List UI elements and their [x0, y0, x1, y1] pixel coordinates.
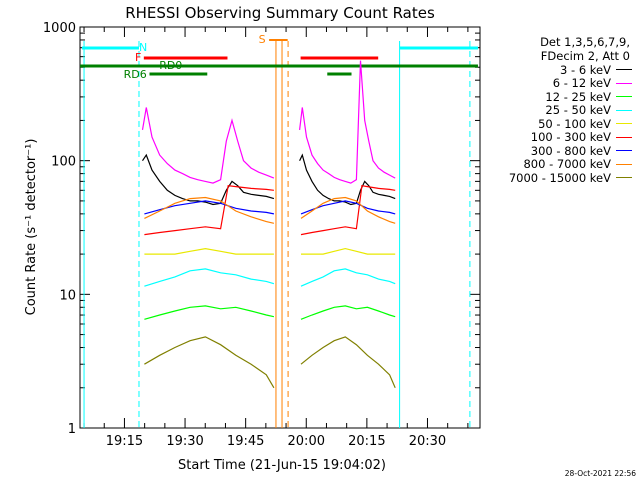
axes-layer: 1 10 100 1000 19:15 19:30 19:45 20:00 20:15 20:30: [43, 21, 481, 449]
legend-item: 12 - 25 keV: [486, 90, 636, 104]
legend-item-swatch: [616, 109, 632, 111]
series-line-post-gap-5: [300, 185, 396, 236]
x-tick-label: 20:15: [348, 434, 385, 449]
series-line-0: [142, 153, 275, 206]
legend-item-swatch: [616, 163, 632, 165]
legend-item: 800 - 7000 keV: [486, 157, 636, 172]
series-line-2: [144, 305, 275, 320]
attenuator-label-rd0: RD0: [159, 59, 182, 72]
series-line-post-gap-8: [300, 336, 396, 389]
y-tick-label: 1: [68, 422, 76, 437]
legend-item-swatch: [616, 82, 632, 84]
legend-item: 50 - 100 keV: [486, 117, 636, 131]
legend: Det 1,3,5,6,7,9, FDecim 2, Att 0 3 - 6 k…: [486, 35, 636, 185]
x-tick-label: 19:15: [106, 434, 143, 449]
legend-item-label: 6 - 12 keV: [552, 76, 611, 91]
legend-item-label: 800 - 7000 keV: [523, 157, 611, 172]
timestamp: 28-Oct-2021 22:56: [564, 469, 636, 478]
legend-item-swatch: [616, 96, 632, 98]
legend-item: 25 - 50 keV: [486, 103, 636, 118]
legend-item: 100 - 300 keV: [486, 130, 636, 145]
legend-item: 3 - 6 keV: [486, 63, 636, 77]
x-tick-label: 19:45: [227, 434, 264, 449]
attenuator-bars-layer: NF RD0 RD6 S: [80, 33, 478, 81]
legend-item-swatch: [616, 69, 632, 71]
x-axis-label: Start Time (21-Jun-15 19:04:02): [178, 458, 386, 473]
chart-title: RHESSI Observing Summary Count Rates: [125, 4, 435, 22]
legend-item-label: 12 - 25 keV: [545, 89, 611, 104]
series-line-post-gap-4: [301, 247, 396, 255]
attenuator-label-f: F: [135, 51, 141, 64]
legend-rows: 3 - 6 keV 6 - 12 keV 12 - 25 keV 25 - 50 ke…: [486, 63, 636, 185]
legend-item: 300 - 800 keV: [486, 144, 636, 158]
data-gap-layer: [83, 41, 471, 428]
x-tick-label: 19:30: [166, 434, 203, 449]
legend-item-label: 7000 - 15000 keV: [508, 170, 611, 185]
series-line-post-gap-2: [300, 305, 396, 320]
series-line-post-gap-0: [299, 153, 396, 206]
legend-item: 6 - 12 keV: [486, 76, 636, 91]
y-tick-label: 1000: [43, 21, 76, 36]
series-line-post-gap-1: [299, 60, 396, 184]
legend-header-line1: Det 1,3,5,6,7,9,: [540, 35, 630, 49]
legend-item-label: 50 - 100 keV: [538, 116, 611, 131]
legend-item-label: 25 - 50 keV: [545, 103, 611, 118]
y-axis-label: Count Rate (s⁻¹ detector⁻¹): [24, 139, 39, 316]
series-line-1: [141, 107, 275, 184]
legend-item-swatch: [616, 136, 632, 138]
y-tick-label: 10: [59, 288, 76, 303]
series-layer: [141, 60, 396, 389]
x-tick-label: 20:30: [409, 434, 446, 449]
y-tick-label: 100: [51, 155, 76, 170]
series-line-4: [144, 247, 274, 255]
series-line-7: [144, 196, 275, 224]
x-tick-label: 20:00: [288, 434, 325, 449]
legend-header-line2: FDecim 2, Att 0: [540, 48, 630, 63]
legend-item-label: 100 - 300 keV: [530, 130, 611, 145]
series-line-post-gap-7: [300, 196, 396, 224]
legend-item-swatch: [616, 150, 632, 152]
series-line-8: [144, 336, 275, 389]
legend-item: 7000 - 15000 keV: [486, 171, 636, 185]
legend-item-label: 300 - 800 keV: [530, 143, 611, 158]
series-line-post-gap-3: [300, 268, 396, 287]
attenuator-label-n: N: [139, 41, 147, 54]
attenuator-label-s: S: [259, 33, 266, 46]
legend-item-swatch: [616, 177, 632, 179]
attenuator-label-rd6: RD6: [124, 68, 147, 81]
series-line-3: [144, 268, 275, 287]
legend-item-label: 3 - 6 keV: [560, 62, 611, 77]
series-line-5: [144, 185, 274, 236]
plot-frame: [79, 26, 481, 429]
legend-item-swatch: [616, 123, 632, 125]
